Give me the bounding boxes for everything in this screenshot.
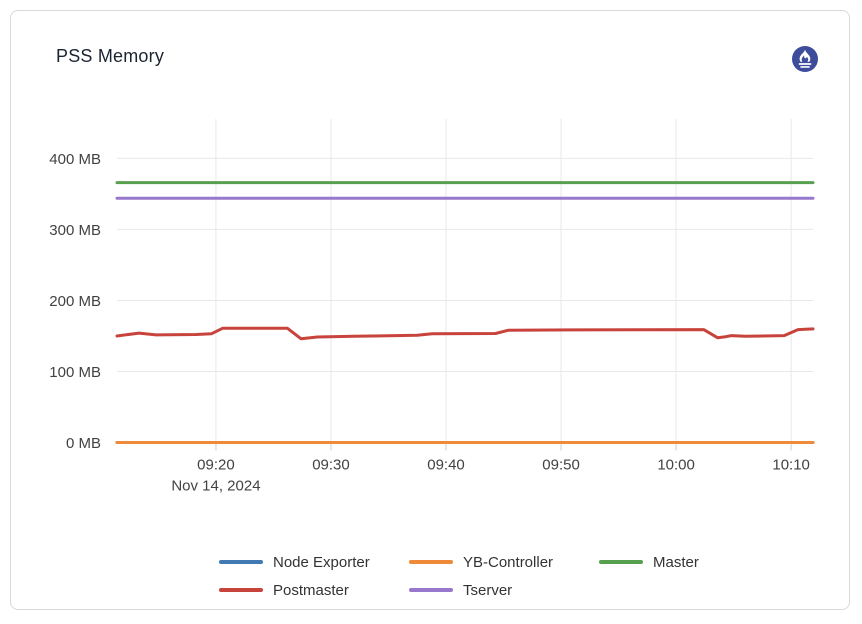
series-line-postmaster (115, 326, 815, 341)
chart-plot-area[interactable]: 0 MB 100 MB 200 MB 300 MB 400 MB 09:20 Nov 14,… (11, 11, 851, 531)
legend-item-tserver[interactable]: Tserver (409, 576, 599, 604)
y-axis-tick-label: 300 MB (49, 222, 101, 239)
legend-swatch (599, 560, 643, 564)
y-axis-tick-label: 400 MB (49, 151, 101, 168)
legend-label: Tserver (463, 581, 513, 599)
y-axis-tick-label: 100 MB (49, 364, 101, 381)
legend-label: Node Exporter (273, 553, 370, 571)
chart-legend: Node Exporter YB-Controller Master Postmast… (219, 548, 809, 604)
legend-swatch (409, 588, 453, 592)
x-axis-tick-label: 09:30 (312, 457, 350, 474)
pss-memory-panel: PSS Memory 0 MB 100 MB 200 MB 300 MB 400 MB 0… (10, 10, 850, 610)
x-axis-tick-label: 10:00 (657, 457, 695, 474)
y-axis-tick-label: 0 MB (66, 435, 101, 452)
legend-swatch (219, 560, 263, 564)
prometheus-icon[interactable] (791, 45, 819, 73)
x-axis-tick-label: 09:40 (427, 457, 465, 474)
legend-swatch (409, 560, 453, 564)
panel-title: PSS Memory (56, 46, 165, 66)
legend-label: YB-Controller (463, 553, 554, 571)
x-axis-tick-label: 09:50 (542, 457, 580, 474)
x-axis-date-label: Nov 14, 2024 (171, 478, 260, 495)
legend-item-master[interactable]: Master (599, 548, 789, 576)
legend-item-yb-controller[interactable]: YB-Controller (409, 548, 599, 576)
legend-item-postmaster[interactable]: Postmaster (219, 576, 409, 604)
x-axis-tick-label: 10:10 (772, 457, 810, 474)
y-axis-tick-label: 200 MB (49, 293, 101, 310)
legend-item-node-exporter[interactable]: Node Exporter (219, 548, 409, 576)
x-axis-tick-label: 09:20 (197, 457, 235, 474)
legend-label: Master (653, 553, 699, 571)
legend-label: Postmaster (273, 581, 349, 599)
legend-swatch (219, 588, 263, 592)
